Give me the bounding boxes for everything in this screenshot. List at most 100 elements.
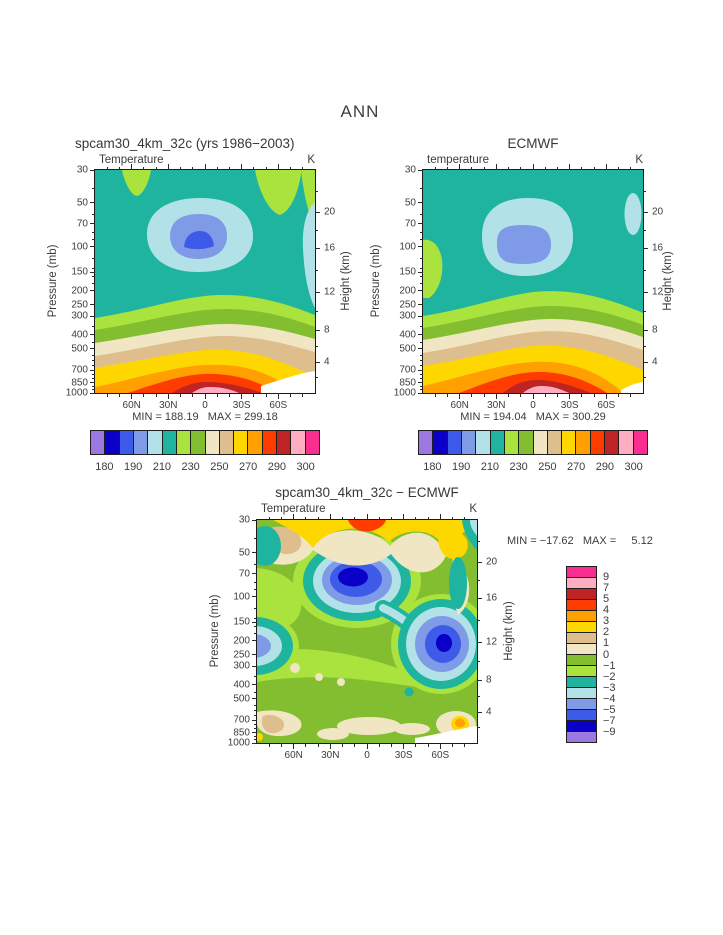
colorbar-label: 180 [95,461,114,473]
lat-minor-tick-top [593,166,595,170]
lat-minor-tick-top [508,166,510,170]
pressure-tick-label: 500 [233,693,250,705]
pressure-minor-tick [420,275,423,277]
lat-minor-tick-top [342,516,344,520]
height-minor-tick [315,310,318,312]
lat-tick-bottom [131,393,133,399]
height-minor-tick [477,579,480,581]
pressure-minor-tick [254,691,257,693]
colorbar-label: 290 [267,461,287,473]
lat-tick-top [605,164,607,170]
lat-minor-tick-bottom [280,743,282,747]
height-tick [643,211,648,213]
panel1-title: spcam30_4km_32c (yrs 1986−2003) [75,136,295,151]
pressure-tick-label: 70 [238,568,250,580]
pressure-minor-tick [254,710,257,711]
pressure-tick [418,223,423,225]
pressure-tick [252,742,257,744]
pressure-tick [90,348,95,350]
colorbar-label: 0 [603,648,610,661]
lat-minor-tick-top [290,166,292,170]
pressure-tick [418,202,423,203]
lat-tick-top [532,164,534,170]
lat-tick-top [329,514,331,520]
colorbar-cell [567,699,596,710]
lat-tick-bottom [241,393,243,399]
lat-minor-tick-top [378,516,380,520]
colorbar-cell [567,578,596,589]
lat-tick-top [167,164,169,170]
lat-tick-top [204,164,206,170]
pressure-minor-tick [420,267,423,269]
height-tick-label: 4 [652,356,658,368]
pressure-tick [418,315,423,317]
panel3-field-label: Temperature [261,503,326,515]
colorbar-label: 250 [210,461,229,473]
height-tick [643,247,648,249]
lat-minor-tick-top [268,516,270,520]
colorbar-cell [461,431,477,454]
colorbar-cell [567,644,596,655]
height-minor-tick [315,190,318,192]
pressure-minor-tick [254,704,257,706]
colorbar-cell [148,431,163,454]
colorbar-label: 270 [566,461,586,473]
contour-plot-ecmwf [423,170,643,393]
pressure-minor-tick [92,389,95,391]
lat-tick-label: 30N [487,400,506,411]
lat-tick-bottom [167,393,169,399]
lat-minor-tick-bottom [143,393,145,397]
lat-tick-bottom [403,743,405,749]
colorbar-cell [176,431,192,454]
colorbar-cell [277,431,292,454]
lat-minor-tick-bottom [305,743,307,747]
colorbar-cell [419,431,434,454]
pressure-tick-label: 1000 [227,737,250,749]
lat-tick-top [131,164,133,170]
pressure-minor-tick [420,365,423,367]
pressure-minor-tick [420,213,423,215]
colorbar-label: 190 [123,461,143,473]
panel2-pressure-axis-label: Pressure (mb) [370,244,382,318]
pressure-tick [90,315,95,317]
height-tick-label: 12 [486,636,498,648]
colorbar-cell [205,431,220,454]
pressure-tick [252,698,257,700]
colorbar-label: 180 [423,461,442,473]
pressure-tick [418,382,423,384]
height-minor-tick [477,540,480,542]
colorbar-label: 5 [603,593,610,606]
pressure-tick-label: 50 [404,197,416,208]
lat-minor-tick-top [427,516,429,520]
pressure-minor-tick [92,374,95,376]
colorbar-label: 4 [603,604,610,617]
pressure-tick-label: 500 [399,343,416,355]
colorbar-cell [234,431,249,454]
pressure-tick [252,732,257,734]
pressure-tick-label: 150 [399,266,416,278]
lat-tick-label: 60N [122,400,141,411]
colorbar-cell [567,633,596,644]
pressure-minor-tick [420,378,423,380]
lat-minor-tick-bottom [180,393,182,397]
colorbar-cell [567,677,596,688]
height-tick-label: 8 [652,324,658,336]
colorbar-label: 300 [296,461,315,473]
colorbar-cell [576,431,591,454]
panel3-height-axis-label: Height (km) [503,601,515,661]
colorbar-cell [567,567,596,578]
lat-minor-tick-bottom [556,393,558,397]
panel1-pressure-axis-label: Pressure (mb) [47,244,59,318]
pressure-minor-tick [420,325,423,327]
diff-colorbar [566,566,597,743]
colorbar-cell [619,431,634,454]
lat-tick-label: 60N [284,750,303,761]
pressure-minor-tick [92,341,95,343]
lat-minor-tick-bottom [290,393,292,397]
lat-minor-tick-top [106,166,108,170]
pressure-tick [418,348,423,350]
colorbar-cell [567,710,596,721]
colorbar-cell [133,431,149,454]
panel2-height-axis-label: Height (km) [662,251,674,311]
pressure-minor-tick [254,581,257,583]
